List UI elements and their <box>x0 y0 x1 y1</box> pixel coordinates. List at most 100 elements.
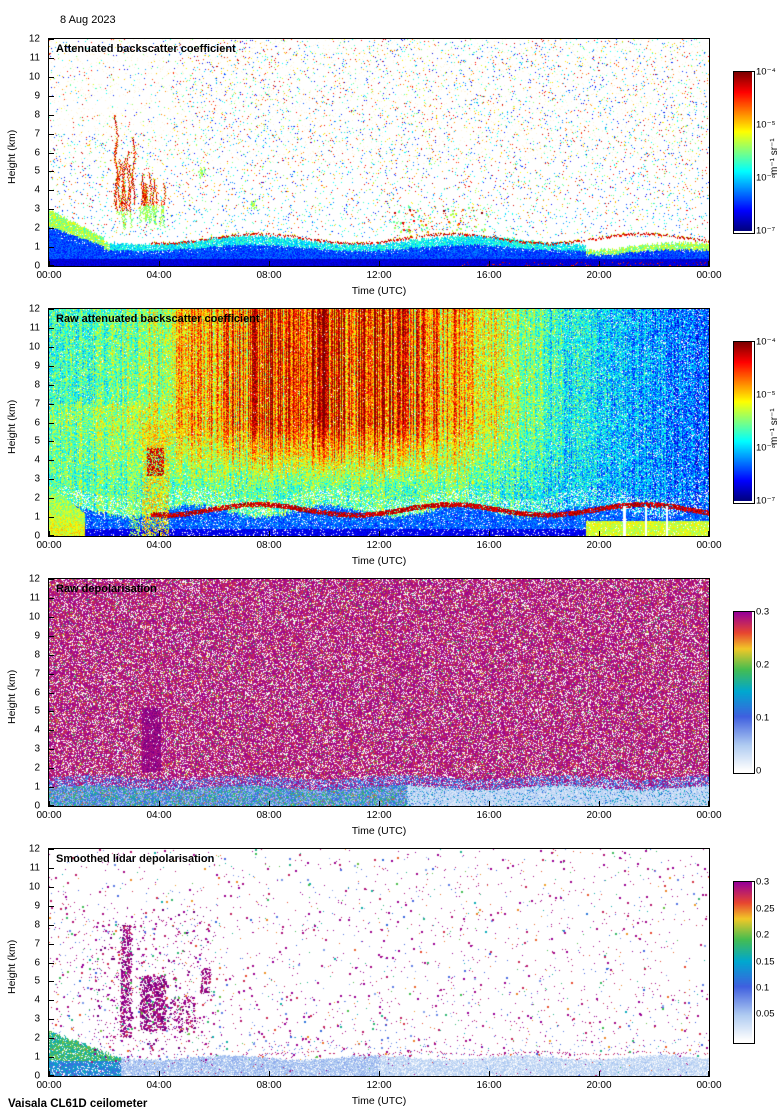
y-tick-label: 1 <box>34 1051 40 1063</box>
y-tick-label: 3 <box>34 743 40 755</box>
panel-raw-depolarisation: Height (km) 0 1 2 3 4 5 6 7 8 9 10 11 12 Raw depolar… <box>0 574 780 848</box>
colorbar-tick-label: 10⁻⁵ <box>756 119 776 131</box>
colorbar-tick-label: 0.1 <box>756 982 770 994</box>
x-tick-label: 20:00 <box>586 270 612 281</box>
colorbar-tick-label: 10⁻⁶ <box>756 172 776 184</box>
x-tick-mark <box>708 801 709 806</box>
y-tick-mark <box>49 730 54 732</box>
colorbar <box>733 611 755 774</box>
y-tick-mark <box>49 228 54 230</box>
colorbar-tick-label: 0.3 <box>756 606 770 618</box>
x-axis-ticks: 00:00 04:00 08:00 12:00 16:00 20:00 00:00 <box>36 270 721 283</box>
x-tick-mark <box>489 801 490 806</box>
y-tick-label: 2 <box>34 762 40 774</box>
colorbar <box>733 341 755 504</box>
x-tick-label: 16:00 <box>476 810 502 821</box>
colorbar <box>733 71 755 234</box>
x-tick-label: 16:00 <box>476 540 502 551</box>
instrument-label: Vaisala CL61D ceilometer <box>8 1098 148 1110</box>
colorbar-ticks: 10⁻⁴ 10⁻⁵ 10⁻⁶ 10⁻⁷ <box>756 67 780 237</box>
x-tick-mark <box>49 801 50 806</box>
x-tick-mark <box>708 1071 709 1076</box>
x-tick-mark <box>159 801 160 806</box>
y-axis-ticks: 0 1 2 3 4 5 6 7 8 9 10 11 12 <box>0 844 44 1082</box>
y-tick-label: 4 <box>34 994 40 1006</box>
panel-attenuated-backscatter: Height (km) 0 1 2 3 4 5 6 7 8 9 10 11 12 Attenuated … <box>0 34 780 308</box>
y-tick-label: 0 <box>34 800 40 812</box>
x-tick-mark <box>489 1071 490 1076</box>
y-tick-label: 6 <box>34 147 40 158</box>
x-tick-mark <box>269 261 270 266</box>
colorbar-gradient <box>734 72 752 231</box>
y-tick-label: 4 <box>34 454 40 466</box>
y-tick-label: 8 <box>34 649 40 661</box>
x-tick-label: 00:00 <box>696 810 722 821</box>
x-tick-label: 04:00 <box>146 1080 172 1091</box>
colorbar-tick-label: 10⁻⁷ <box>756 495 776 507</box>
x-tick-label: 00:00 <box>36 1080 62 1091</box>
colorbar-tick-label: 0.1 <box>756 712 770 724</box>
x-tick-label: 20:00 <box>586 810 612 821</box>
plot-title: Attenuated backscatter coefficient <box>56 43 236 55</box>
y-tick-label: 5 <box>34 705 40 717</box>
colorbar <box>733 881 755 1044</box>
y-tick-mark <box>49 635 54 637</box>
colorbar-tick-label: 0.2 <box>756 929 770 941</box>
y-tick-mark <box>49 327 54 329</box>
heatmap-canvas <box>49 39 709 266</box>
colorbar-tick-label: 0.2 <box>756 659 770 671</box>
y-axis-ticks: 0 1 2 3 4 5 6 7 8 9 10 11 12 <box>0 304 44 542</box>
y-tick-label: 1 <box>34 511 40 523</box>
y-tick-mark <box>49 133 54 135</box>
y-tick-mark <box>49 441 54 443</box>
y-tick-label: 5 <box>34 435 40 447</box>
y-tick-mark <box>49 460 54 462</box>
y-tick-label: 10 <box>28 881 40 893</box>
plot-title: Smoothed lidar depolarisation <box>56 853 215 865</box>
colorbar-ticks: 0.3 0.25 0.2 0.15 0.1 0.05 <box>756 877 780 1042</box>
y-tick-label: 9 <box>34 900 40 912</box>
x-tick-label: 00:00 <box>696 1080 722 1091</box>
y-tick-mark <box>49 57 54 59</box>
y-tick-mark <box>49 1057 54 1059</box>
y-tick-mark <box>49 365 54 367</box>
x-tick-mark <box>708 261 709 266</box>
y-tick-mark <box>49 1075 54 1076</box>
colorbar-tick-label: 0.05 <box>756 1008 775 1020</box>
y-tick-mark <box>49 1038 54 1040</box>
y-tick-mark <box>49 422 54 424</box>
colorbar-tick-label: 0.25 <box>756 903 775 914</box>
panel-smoothed-depolarisation: Height (km) 0 1 2 3 4 5 6 7 8 9 10 11 12 Smoothed li… <box>0 844 780 1118</box>
y-tick-label: 12 <box>28 33 40 45</box>
y-tick-mark <box>49 265 54 266</box>
y-tick-label: 7 <box>34 398 40 410</box>
x-tick-label: 08:00 <box>256 270 282 281</box>
x-tick-label: 04:00 <box>146 540 172 551</box>
heatmap-canvas <box>49 849 709 1076</box>
y-tick-label: 10 <box>28 611 40 623</box>
x-tick-mark <box>269 531 270 536</box>
y-tick-mark <box>49 692 54 694</box>
x-tick-mark <box>489 261 490 266</box>
y-axis-ticks: 0 1 2 3 4 5 6 7 8 9 10 11 12 <box>0 34 44 272</box>
x-tick-mark <box>49 1071 50 1076</box>
y-axis-ticks: 0 1 2 3 4 5 6 7 8 9 10 11 12 <box>0 574 44 812</box>
colorbar-tick-label: 10⁻⁵ <box>756 389 776 401</box>
y-tick-label: 11 <box>29 52 40 64</box>
y-tick-mark <box>49 924 54 926</box>
y-tick-mark <box>49 768 54 770</box>
x-tick-label: 00:00 <box>36 540 62 551</box>
y-tick-mark <box>49 962 54 964</box>
y-tick-label: 2 <box>34 222 40 234</box>
y-tick-label: 7 <box>34 668 40 680</box>
y-tick-mark <box>49 1019 54 1021</box>
x-tick-mark <box>599 261 600 266</box>
y-tick-label: 0 <box>34 260 40 272</box>
y-tick-mark <box>49 309 54 310</box>
y-tick-label: 0 <box>34 530 40 542</box>
x-tick-label: 12:00 <box>366 1080 392 1091</box>
y-tick-label: 7 <box>34 128 40 140</box>
x-tick-mark <box>379 261 380 266</box>
y-tick-mark <box>49 654 54 656</box>
